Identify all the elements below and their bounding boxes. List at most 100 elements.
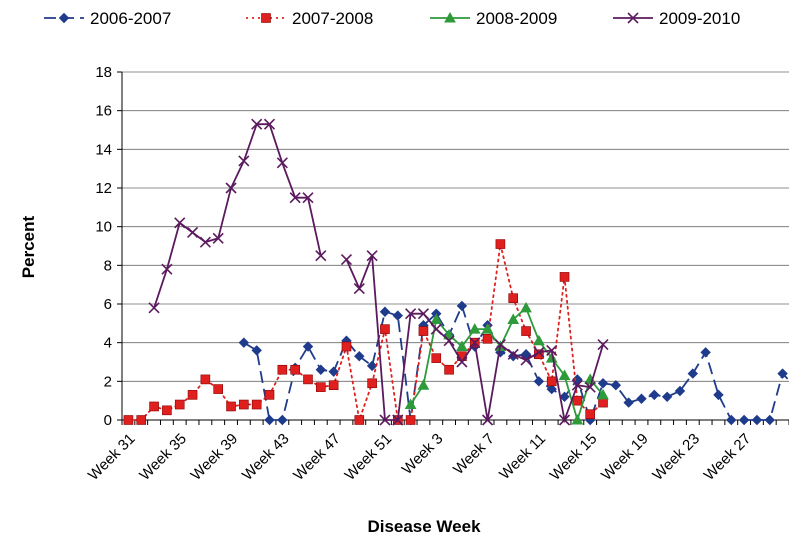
x-mark-stroke [482, 414, 494, 426]
data-point-2006-2007-week-40 [238, 337, 250, 348]
data-point-2009-2010-week-43 [276, 157, 288, 169]
data-point-2009-2010-week-38 [212, 232, 224, 244]
data-point-2006-2007-week-18 [623, 397, 634, 408]
data-point-2007-2008-week-46 [316, 382, 326, 392]
legend-label: 2007-2008 [292, 9, 373, 28]
legend-marker [627, 12, 639, 24]
data-point-2007-2008-week-47 [328, 380, 339, 391]
x-mark-stroke [443, 335, 455, 347]
data-point-2007-2008-week-7 [482, 333, 493, 344]
data-point-2008-2009-week-1 [404, 398, 417, 410]
data-point-2007-2008-week-50 [367, 378, 377, 389]
data-point-2009-2010-week-6 [469, 337, 481, 349]
x-axis-title: Disease Week [367, 517, 481, 535]
data-point-2006-2007-week-50 [366, 360, 378, 372]
legend: 2006-2007 2007-2008 2008-2009 2009-2010 [44, 9, 740, 28]
data-point-2009-2010-week-52 [392, 414, 404, 426]
legend-label: 2008-2009 [476, 9, 557, 28]
data-point-2007-2008-week-36 [187, 390, 198, 400]
x-mark-stroke [627, 12, 639, 24]
y-tick-label-6: 6 [104, 296, 112, 313]
data-point-2006-2007-week-42 [264, 414, 275, 426]
x-mark-stroke [456, 356, 468, 368]
data-point-2007-2008-week-8 [495, 239, 506, 249]
data-point-2007-2008-week-49 [354, 415, 365, 425]
data-point-2007-2008-week-40 [239, 399, 249, 410]
x-tick-label-week-31: Week 31 [85, 430, 139, 484]
data-point-2008-2009-week-10 [520, 301, 532, 313]
data-point-2007-2008-week-9 [508, 293, 519, 304]
data-point-2009-2010-week-5 [456, 356, 468, 368]
x-mark-stroke [186, 226, 199, 239]
data-point-2006-2007-week-47 [328, 366, 339, 377]
x-mark-stroke [148, 302, 160, 314]
series-2009-2010 [148, 118, 609, 426]
data-point-2009-2010-week-35 [174, 217, 186, 229]
x-mark-stroke [417, 308, 429, 320]
data-point-2009-2010-week-40 [238, 155, 250, 167]
data-point-2006-2007-week-5 [456, 300, 468, 312]
series-layer [123, 118, 789, 426]
x-tick-label-week-35: Week 35 [136, 430, 190, 484]
data-point-2007-2008-week-48 [341, 341, 352, 352]
data-point-2007-2008-week-43 [277, 364, 288, 375]
y-tick-label-0: 0 [104, 412, 112, 429]
data-point-2008-2009-week-2 [417, 379, 430, 390]
data-point-2009-2010-week-36 [186, 226, 199, 239]
x-tick-label-week-15: Week 15 [547, 430, 601, 484]
data-point-2007-2008-week-45 [303, 374, 313, 385]
x-mark-stroke [353, 282, 365, 295]
data-point-2006-2007-week-43 [277, 414, 288, 426]
data-point-2006-2007-week-24 [700, 347, 711, 358]
x-mark-stroke [392, 414, 404, 426]
data-point-2009-2010-week-15 [584, 381, 596, 393]
data-point-2009-2010-week-4 [443, 335, 455, 347]
y-tick-label-12: 12 [95, 180, 112, 197]
data-point-2007-2008-week-2 [418, 326, 429, 336]
x-mark-stroke [276, 157, 288, 169]
data-point-2008-2009-week-5 [456, 340, 468, 352]
x-mark-stroke [405, 308, 417, 320]
x-mark-stroke [225, 182, 237, 194]
data-point-2008-2009-week-16 [597, 388, 609, 400]
legend-label: 2009-2010 [659, 9, 740, 28]
data-point-2008-2009-week-4 [443, 328, 455, 340]
data-point-2007-2008-week-14 [572, 395, 583, 406]
data-point-2006-2007-week-30 [777, 368, 788, 379]
y-tick-label-14: 14 [95, 141, 112, 158]
data-point-2009-2010-week-16 [597, 339, 609, 351]
data-point-2009-2010-week-8 [494, 339, 506, 351]
y-tick-label-16: 16 [95, 103, 112, 120]
legend-label: 2006-2007 [90, 9, 171, 28]
data-point-2006-2007-week-22 [674, 385, 686, 397]
data-point-2006-2007-week-11 [533, 376, 545, 387]
series-line-2008-2009 [409, 306, 604, 424]
data-point-2009-2010-week-7 [482, 414, 494, 426]
x-mark-stroke [533, 346, 545, 358]
data-point-2007-2008-week-33 [149, 401, 159, 412]
data-point-2007-2008-week-31 [123, 415, 134, 425]
data-point-2006-2007-week-19 [636, 393, 647, 404]
x-mark-stroke [315, 250, 327, 262]
data-point-2009-2010-week-3 [430, 323, 442, 335]
x-mark-stroke [238, 155, 250, 167]
data-point-2009-2010-week-44 [289, 192, 301, 204]
data-point-2009-2010-week-49 [353, 282, 365, 295]
legend-item-2006-2007: 2006-2007 [44, 9, 171, 28]
data-point-2009-2010-week-37 [199, 236, 211, 248]
data-point-2008-2009-week-7 [481, 323, 494, 334]
x-mark-stroke [199, 236, 211, 248]
data-point-2009-2010-week-33 [148, 302, 160, 314]
data-point-2009-2010-week-48 [340, 253, 353, 266]
x-mark-stroke [558, 414, 571, 426]
data-point-2007-2008-week-44 [290, 364, 300, 375]
legend-item-2008-2009: 2008-2009 [430, 9, 557, 28]
data-point-2009-2010-week-51 [379, 414, 391, 426]
data-point-2006-2007-week-25 [713, 389, 724, 401]
x-mark-stroke [263, 118, 276, 130]
x-mark-stroke [340, 253, 353, 266]
x-mark-stroke [174, 217, 186, 229]
data-point-2006-2007-week-52 [392, 310, 403, 321]
x-tick-label-week-23: Week 23 [649, 430, 703, 484]
